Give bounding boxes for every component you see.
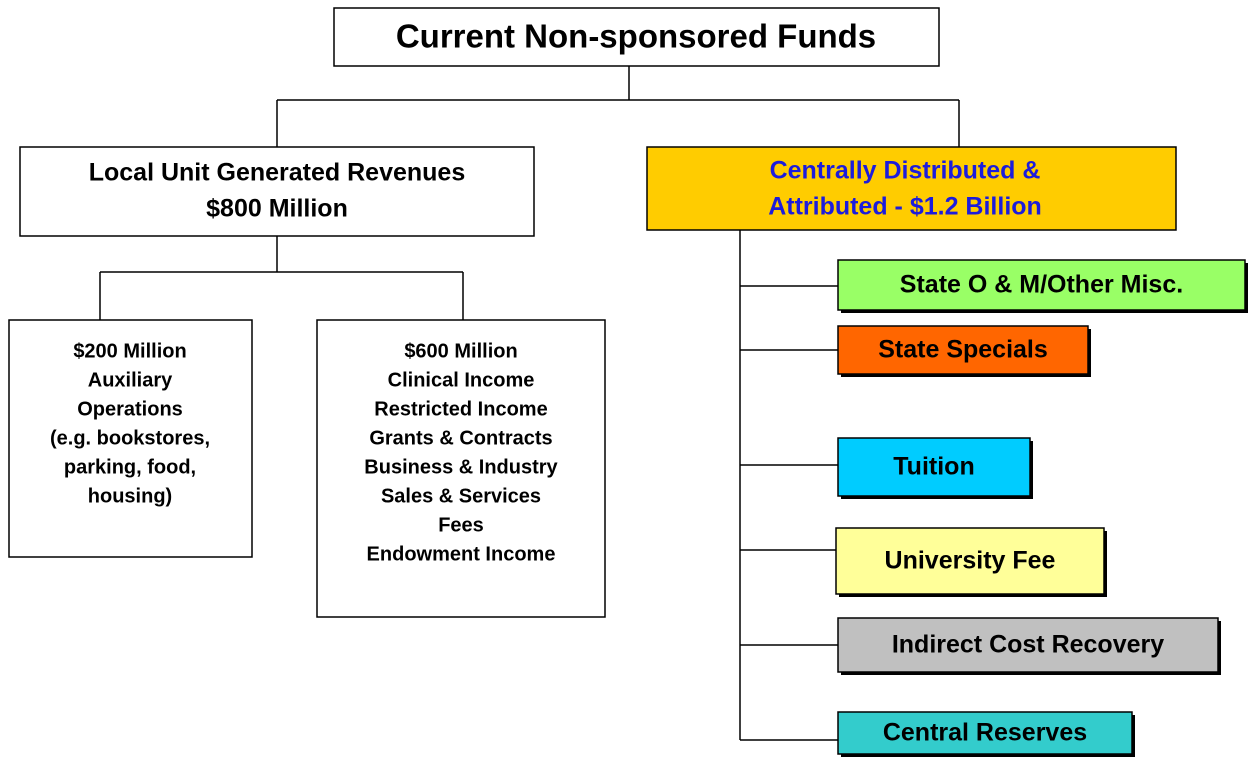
source-label: University Fee — [885, 547, 1056, 575]
source-box — [837, 437, 1031, 497]
other-box — [316, 319, 606, 618]
other-lines: $600 Million Clinical Income Restricted In… — [364, 340, 558, 565]
auxiliary-line: parking, food, — [64, 456, 196, 478]
source-box — [837, 617, 1219, 673]
source-label: Tuition — [893, 453, 974, 481]
source-label: State Specials — [878, 336, 1048, 364]
other-line: Restricted Income — [374, 398, 547, 420]
other-line: Endowment Income — [367, 543, 556, 565]
local-box — [19, 146, 535, 237]
auxiliary-line: (e.g. bookstores, — [50, 427, 210, 449]
central-line: Attributed - $1.2 Billion — [768, 193, 1042, 221]
source-label: Central Reserves — [883, 719, 1087, 747]
sources: State O & M/Other Misc. State Specials Tui… — [835, 259, 1248, 757]
local-line: $800 Million — [206, 195, 348, 223]
local-line: Local Unit Generated Revenues — [89, 159, 466, 187]
source-box — [837, 259, 1246, 311]
other-line: Business & Industry — [364, 456, 558, 478]
source-box — [837, 711, 1133, 755]
other-line: Clinical Income — [388, 369, 535, 391]
source-label: State O & M/Other Misc. — [900, 271, 1183, 299]
auxiliary-box — [8, 319, 253, 558]
central-line: Centrally Distributed & — [770, 157, 1041, 185]
auxiliary-line: housing) — [88, 485, 172, 507]
other-line: Sales & Services — [381, 485, 541, 507]
root-label: Current Non-sponsored Funds — [396, 18, 876, 55]
other-line: Grants & Contracts — [369, 427, 552, 449]
source-box — [837, 325, 1089, 375]
connector — [99, 236, 464, 320]
central-box — [646, 146, 1177, 231]
auxiliary-line: Auxiliary — [88, 369, 173, 391]
auxiliary-line: $200 Million — [73, 340, 186, 362]
other-line: $600 Million — [404, 340, 517, 362]
connector — [739, 230, 838, 741]
connector — [276, 66, 960, 147]
source-box — [835, 527, 1105, 595]
source-label: Indirect Cost Recovery — [892, 631, 1164, 659]
auxiliary-lines: $200 Million Auxiliary Operations (e.g. boo… — [50, 340, 210, 507]
root-box — [333, 7, 940, 67]
other-line: Fees — [438, 514, 484, 536]
connectors — [99, 66, 960, 741]
auxiliary-line: Operations — [77, 398, 183, 420]
